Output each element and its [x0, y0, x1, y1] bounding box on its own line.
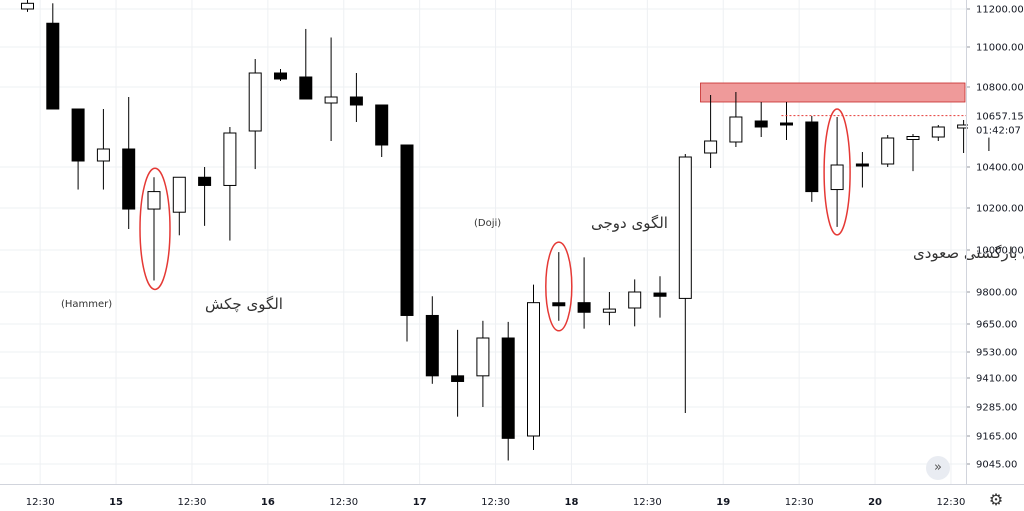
y-tick-label: 9165.00	[976, 432, 1017, 443]
y-tick-label: 11000.00	[976, 43, 1024, 54]
candles-layer	[21, 0, 996, 461]
x-tick-label: 12:30	[633, 497, 662, 508]
candle-up	[729, 116, 743, 143]
candle-down	[552, 302, 566, 307]
candle-down	[349, 96, 363, 106]
candle-up	[957, 124, 971, 129]
x-tick-label: 15	[109, 497, 123, 508]
candle-down	[375, 104, 389, 146]
x-tick-label: 12:30	[26, 497, 55, 508]
reversal-label: الگوی کندل بازگشتی صعودی	[913, 244, 1024, 262]
x-tick-label: 19	[716, 497, 730, 508]
hammer-highlight-ellipse	[139, 167, 171, 291]
candle-down	[425, 314, 439, 377]
y-tick-label: 10000.00	[976, 246, 1024, 257]
candle-up	[324, 96, 338, 104]
hammer-sublabel: (Hammer)	[61, 299, 112, 310]
candle-down	[501, 337, 515, 439]
candle-up	[931, 126, 945, 138]
candle-down	[122, 148, 136, 210]
x-tick-label: 17	[413, 497, 427, 508]
candle-down	[71, 108, 85, 162]
x-tick-label: 12:30	[329, 497, 358, 508]
y-tick-label: 9045.00	[976, 460, 1017, 471]
candle-up	[881, 137, 895, 165]
candle-down	[46, 22, 60, 110]
annotations-layer: الگوی چکش (Hammer) الگوی دوجی (Doji) الگوی ک…	[61, 108, 1024, 332]
candle-down	[577, 302, 591, 313]
candle-down	[653, 292, 667, 297]
countdown-timer: 01:42:07	[976, 126, 1021, 137]
y-tick-label: 9410.00	[976, 374, 1017, 385]
resistance-zone	[700, 82, 966, 103]
x-tick-label: 18	[564, 497, 578, 508]
doji-sublabel: (Doji)	[474, 218, 501, 229]
y-tick-label: 10400.00	[976, 163, 1024, 174]
y-tick-label: 9650.00	[976, 320, 1017, 331]
y-tick-label: 11200.00	[976, 5, 1024, 16]
candle-down	[855, 163, 869, 167]
x-tick-label: 12:30	[785, 497, 814, 508]
grid-lines	[0, 0, 966, 484]
candle-down	[400, 144, 414, 316]
candle-down	[274, 72, 287, 80]
x-tick-label: 12:30	[178, 497, 207, 508]
candle-down	[805, 121, 819, 193]
resistance-zone-layer	[700, 82, 966, 103]
candle-up	[223, 132, 237, 186]
y-tick-label: 10200.00	[976, 204, 1024, 215]
candle-up	[602, 308, 616, 313]
candle-down	[780, 122, 793, 126]
gear-icon[interactable]: ⚙	[988, 490, 1004, 509]
y-tick-label: 9800.00	[976, 288, 1017, 299]
candle-up	[21, 2, 34, 10]
hammer-label: الگوی چکش	[205, 295, 283, 313]
candle-up	[96, 148, 110, 162]
x-tick-label: 12:30	[937, 497, 966, 508]
candle-up	[628, 291, 642, 309]
candle-down	[299, 76, 313, 100]
x-tick-label: 12:30	[481, 497, 510, 508]
reversal-highlight-ellipse	[823, 108, 851, 236]
y-tick-label: 10800.00	[976, 83, 1024, 94]
candle-up	[704, 140, 718, 154]
x-tick-label: 16	[261, 497, 275, 508]
candle-down	[198, 176, 212, 186]
candle-down	[451, 375, 465, 382]
x-tick-label: 20	[868, 497, 882, 508]
candle-up	[830, 164, 844, 191]
y-tick-label: 9530.00	[976, 348, 1017, 359]
candle-up	[147, 191, 161, 210]
current-price-layer: 10657.15 01:42:07	[781, 107, 1024, 138]
doji-label: الگوی دوجی	[591, 214, 668, 232]
candle-up	[172, 176, 186, 213]
current-price-label: 10657.15	[976, 112, 1024, 123]
candle-up	[678, 156, 692, 299]
y-tick-label: 9285.00	[976, 403, 1017, 414]
candle-up	[906, 136, 920, 140]
candle-up	[527, 302, 540, 437]
candle-up	[476, 337, 490, 377]
current-price-label-bg	[968, 107, 1024, 138]
candle-down	[754, 120, 768, 128]
doji-highlight-ellipse	[545, 241, 573, 332]
candle-up	[248, 72, 262, 132]
scroll-to-latest-button[interactable]: »	[926, 456, 950, 480]
